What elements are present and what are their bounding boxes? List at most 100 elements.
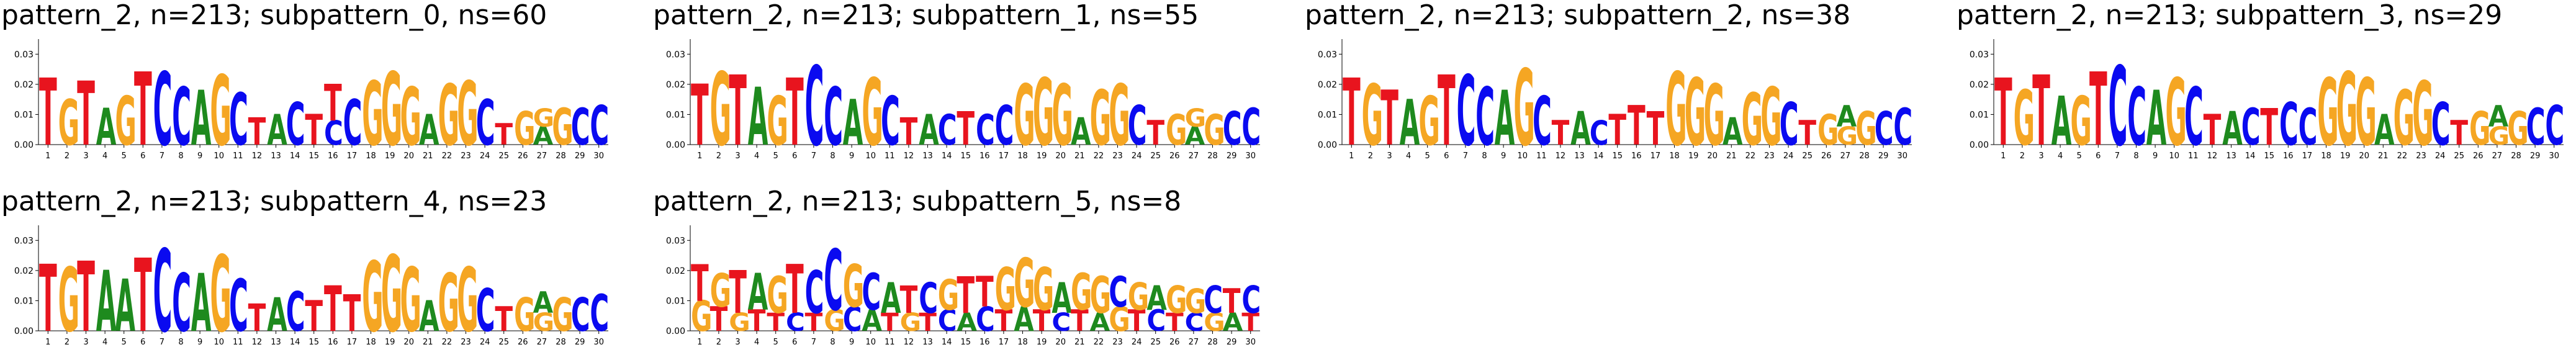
x-tick-label: 26 xyxy=(1169,338,1180,347)
logo-letter-T: T xyxy=(1608,107,1626,155)
logo-letter-G: G xyxy=(2014,76,2035,163)
x-tick-label: 30 xyxy=(2549,151,2559,161)
logo-letter-C: C xyxy=(1128,95,1147,158)
logo-letter-G: G xyxy=(2412,63,2434,165)
logo-letter-T: T xyxy=(1628,95,1646,158)
x-tick-label: 28 xyxy=(1207,338,1218,347)
logo-letter-A: A xyxy=(748,264,768,322)
logo-letter-T: T xyxy=(881,308,899,337)
logo-letter-A: A xyxy=(96,99,117,157)
logo-letter-C: C xyxy=(172,71,191,164)
x-tick-label: 16 xyxy=(328,338,338,347)
logo-letter-T: T xyxy=(77,63,95,165)
logo-letter-T: T xyxy=(134,51,152,168)
x-tick-label: 4 xyxy=(754,338,759,347)
logo-letter-A: A xyxy=(419,293,439,341)
x-tick-label: 4 xyxy=(102,338,107,347)
y-tick-label: 0.01 xyxy=(666,296,685,306)
x-tick-label: 7 xyxy=(2115,151,2120,161)
logo-letter-T: T xyxy=(691,254,709,313)
x-tick-label: 5 xyxy=(2077,151,2082,161)
x-tick-label: 12 xyxy=(904,151,914,161)
logo-letter-G: G xyxy=(552,99,574,157)
x-tick-label: 25 xyxy=(2454,151,2464,161)
logo-letter-T: T xyxy=(2204,107,2222,155)
x-tick-label: 10 xyxy=(1517,151,1528,161)
logo-letter-A: A xyxy=(191,258,212,350)
x-tick-label: 11 xyxy=(233,151,243,161)
x-tick-label: 1 xyxy=(697,338,702,347)
x-tick-label: 10 xyxy=(865,151,876,161)
x-tick-label: 5 xyxy=(773,151,778,161)
logo-letter-C: C xyxy=(1780,91,1799,159)
logo-letter-T: T xyxy=(900,279,918,322)
x-tick-label: 10 xyxy=(2169,151,2179,161)
logo-letter-C: C xyxy=(1109,269,1128,317)
x-tick-label: 3 xyxy=(735,151,740,161)
logo-letter-G: G xyxy=(691,293,713,341)
logo-letter-A: A xyxy=(1400,87,1420,160)
logo-letter-C: C xyxy=(571,289,590,342)
logo-letter-G: G xyxy=(514,102,536,156)
logo-letter-G: G xyxy=(1071,264,1092,322)
logo-letter-C: C xyxy=(1475,71,1495,164)
x-tick-label: 9 xyxy=(197,151,202,161)
x-tick-label: 12 xyxy=(1556,151,1566,161)
x-tick-label: 27 xyxy=(537,338,547,347)
logo-letter-G: G xyxy=(58,249,80,351)
logo-letter-G: G xyxy=(400,249,421,351)
x-tick-label: 14 xyxy=(942,151,952,161)
x-tick-label: 5 xyxy=(122,151,127,161)
logo-letter-C: C xyxy=(881,83,900,161)
logo-letter-C: C xyxy=(976,107,995,155)
logo-letter-C: C xyxy=(976,300,995,339)
x-tick-label: 1 xyxy=(2001,151,2006,161)
y-tick-label: 0.03 xyxy=(1318,50,1337,60)
logo-letter-G: G xyxy=(2165,60,2187,167)
x-tick-label: 26 xyxy=(1169,151,1180,161)
logo-letter-A: A xyxy=(1090,308,1110,337)
logo-letter-T: T xyxy=(900,110,918,154)
logo-letter-G: G xyxy=(457,63,479,165)
logo-letter-G: G xyxy=(2336,51,2358,168)
x-tick-label: 11 xyxy=(2188,151,2199,161)
x-tick-label: 6 xyxy=(792,338,797,347)
x-tick-label: 7 xyxy=(160,338,164,347)
logo-letter-C: C xyxy=(919,275,938,323)
x-tick-label: 5 xyxy=(773,338,778,347)
logo-letter-T: T xyxy=(77,241,95,354)
x-tick-label: 17 xyxy=(347,151,358,161)
logo-letter-G: G xyxy=(362,63,384,165)
logo-letter-T: T xyxy=(324,273,342,346)
x-tick-label: 18 xyxy=(2321,151,2331,161)
logo-letter-C: C xyxy=(153,51,173,168)
x-tick-label: 9 xyxy=(1501,151,1506,161)
x-tick-label: 23 xyxy=(1112,151,1123,161)
logo-letter-C: C xyxy=(843,300,862,339)
logo-letter-C: C xyxy=(786,308,805,337)
x-tick-label: 19 xyxy=(1037,338,1047,347)
logo-letter-G: G xyxy=(2394,76,2415,163)
x-tick-label: 13 xyxy=(1574,151,1585,161)
x-tick-label: 2 xyxy=(2020,151,2025,161)
x-tick-label: 15 xyxy=(2264,151,2274,161)
logo-letter-T: T xyxy=(691,66,709,164)
x-tick-label: 28 xyxy=(1207,151,1218,161)
x-tick-label: 27 xyxy=(1189,338,1199,347)
logo-letter-C: C xyxy=(938,107,957,155)
logo-letter-C: C xyxy=(153,227,173,358)
logo-letter-A: A xyxy=(96,253,117,351)
x-tick-label: 17 xyxy=(1651,151,1661,161)
x-tick-label: 29 xyxy=(575,151,585,161)
x-tick-label: 18 xyxy=(366,151,376,161)
logo-letter-T: T xyxy=(305,107,323,155)
x-tick-label: 12 xyxy=(904,338,914,347)
y-tick-label: 0.01 xyxy=(14,296,34,306)
x-tick-label: 24 xyxy=(1783,151,1794,161)
logo-letter-A: A xyxy=(1052,275,1072,323)
logo-letter-T: T xyxy=(1647,102,1665,156)
x-tick-label: 27 xyxy=(1189,151,1199,161)
x-tick-label: 21 xyxy=(1074,151,1085,161)
logo-letter-A: A xyxy=(1185,122,1205,151)
x-tick-label: 11 xyxy=(1536,151,1547,161)
